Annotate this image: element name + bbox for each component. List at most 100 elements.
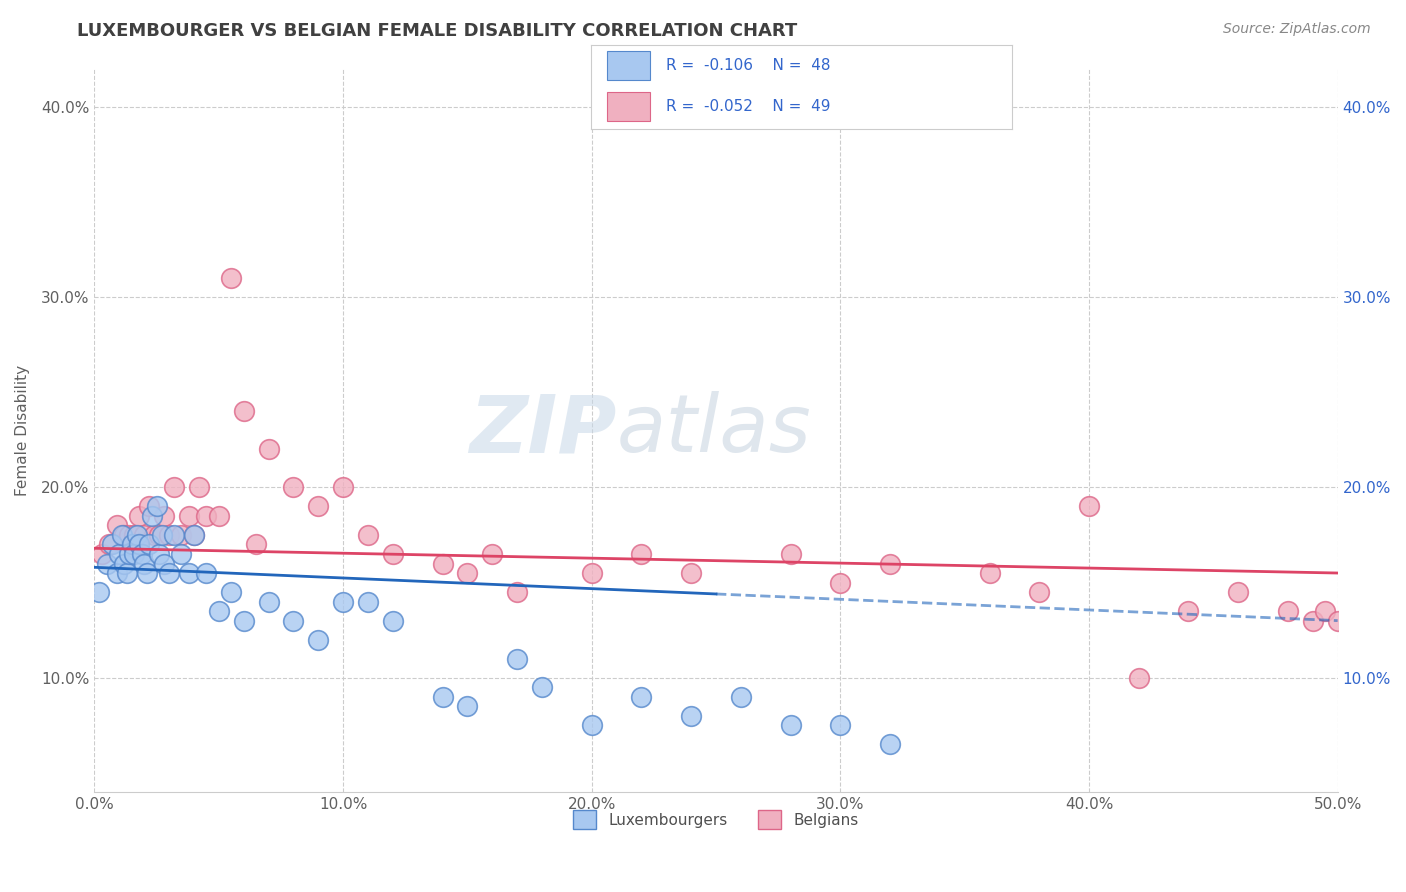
Point <box>170 547 193 561</box>
Point <box>506 651 529 665</box>
Point <box>195 566 218 580</box>
Point <box>219 585 242 599</box>
Point <box>183 528 205 542</box>
Point <box>135 566 157 580</box>
Point <box>170 528 193 542</box>
Point <box>1177 604 1199 618</box>
Point <box>530 680 553 694</box>
Point <box>134 528 156 542</box>
Point <box>1128 671 1150 685</box>
Bar <box>607 52 650 80</box>
Point <box>245 537 267 551</box>
Point <box>177 566 200 580</box>
Point <box>148 528 170 542</box>
Point <box>506 585 529 599</box>
Point <box>122 547 145 561</box>
Point <box>232 404 254 418</box>
Point <box>332 594 354 608</box>
Point <box>730 690 752 704</box>
Point <box>219 271 242 285</box>
Point <box>381 614 404 628</box>
Point <box>105 518 128 533</box>
Point <box>681 708 703 723</box>
Point <box>257 594 280 608</box>
Text: atlas: atlas <box>617 392 811 469</box>
Point <box>148 547 170 561</box>
Point <box>1078 500 1101 514</box>
Point <box>1227 585 1250 599</box>
Point <box>111 528 134 542</box>
Point <box>208 508 231 523</box>
Point <box>630 547 652 561</box>
Bar <box>607 92 650 120</box>
Point <box>830 575 852 590</box>
Point <box>145 500 167 514</box>
Point <box>143 528 166 542</box>
Point <box>432 557 454 571</box>
Point <box>138 537 160 551</box>
Point <box>122 528 145 542</box>
Point <box>232 614 254 628</box>
Point <box>357 528 380 542</box>
Point <box>1315 604 1337 618</box>
Point <box>332 480 354 494</box>
Point <box>131 547 153 561</box>
Text: LUXEMBOURGER VS BELGIAN FEMALE DISABILITY CORRELATION CHART: LUXEMBOURGER VS BELGIAN FEMALE DISABILIT… <box>77 22 797 40</box>
Point <box>98 537 121 551</box>
Point <box>108 547 131 561</box>
Point <box>208 604 231 618</box>
Point <box>681 566 703 580</box>
Point <box>1028 585 1050 599</box>
Point <box>128 537 150 551</box>
Point <box>257 442 280 457</box>
Point <box>118 528 141 542</box>
Point <box>157 566 180 580</box>
Point <box>432 690 454 704</box>
Point <box>125 528 148 542</box>
Text: R =  -0.106    N =  48: R = -0.106 N = 48 <box>666 58 831 73</box>
Point <box>779 547 801 561</box>
Text: Source: ZipAtlas.com: Source: ZipAtlas.com <box>1223 22 1371 37</box>
Point <box>187 480 209 494</box>
Point <box>283 614 305 628</box>
Point <box>163 528 186 542</box>
Point <box>830 718 852 732</box>
Point <box>1326 614 1348 628</box>
Point <box>101 537 124 551</box>
Point <box>581 718 603 732</box>
Point <box>979 566 1001 580</box>
Point <box>879 737 901 751</box>
Point <box>879 557 901 571</box>
Point <box>96 557 118 571</box>
Text: R =  -0.052    N =  49: R = -0.052 N = 49 <box>666 99 831 114</box>
Point <box>195 508 218 523</box>
Point <box>177 508 200 523</box>
Point <box>150 528 173 542</box>
Point <box>138 500 160 514</box>
Point <box>90 547 112 561</box>
Point <box>153 508 176 523</box>
Point <box>307 500 329 514</box>
Point <box>581 566 603 580</box>
Point <box>630 690 652 704</box>
Point <box>112 557 135 571</box>
Point <box>163 480 186 494</box>
Point <box>112 528 135 542</box>
Point <box>105 566 128 580</box>
Point <box>779 718 801 732</box>
Point <box>307 632 329 647</box>
Point <box>115 566 138 580</box>
Legend: Luxembourgers, Belgians: Luxembourgers, Belgians <box>567 804 865 835</box>
Point <box>1277 604 1299 618</box>
Point <box>381 547 404 561</box>
Point <box>283 480 305 494</box>
Point <box>134 557 156 571</box>
Point <box>357 594 380 608</box>
Point <box>128 508 150 523</box>
Point <box>89 585 111 599</box>
Point <box>153 557 176 571</box>
Text: ZIP: ZIP <box>470 392 617 469</box>
Point <box>456 699 478 714</box>
Y-axis label: Female Disability: Female Disability <box>15 365 30 496</box>
Point <box>1302 614 1324 628</box>
